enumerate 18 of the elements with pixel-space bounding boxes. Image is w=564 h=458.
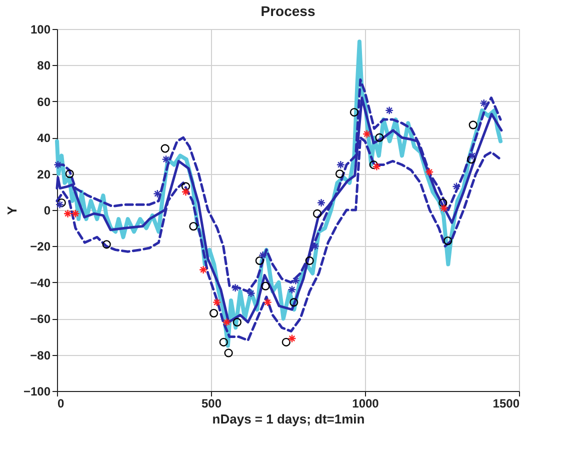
y-tick-label: −20 bbox=[30, 240, 51, 254]
chart-title: Process bbox=[260, 3, 316, 19]
y-tick-label: −60 bbox=[30, 312, 51, 326]
x-axis-title: nDays = 1 days; dt=1min bbox=[212, 412, 365, 426]
y-axis-title: Y bbox=[4, 206, 20, 215]
y-tick-label: −100 bbox=[23, 384, 51, 398]
x-tick-label: 0 bbox=[58, 396, 64, 410]
y-tick-label: 40 bbox=[37, 131, 51, 146]
y-tick-label: 100 bbox=[30, 22, 51, 36]
y-tick-label: −40 bbox=[30, 276, 51, 290]
x-tick-label: 1000 bbox=[352, 396, 380, 410]
x-tick-label: 1500 bbox=[492, 396, 520, 410]
y-tick-label: 20 bbox=[37, 167, 51, 182]
x-tick-label: 500 bbox=[201, 396, 222, 410]
y-tick-label: 80 bbox=[37, 58, 51, 73]
y-tick-label: 0 bbox=[44, 204, 51, 218]
y-tick-label: 60 bbox=[37, 94, 51, 109]
y-tick-label: −80 bbox=[30, 348, 51, 362]
